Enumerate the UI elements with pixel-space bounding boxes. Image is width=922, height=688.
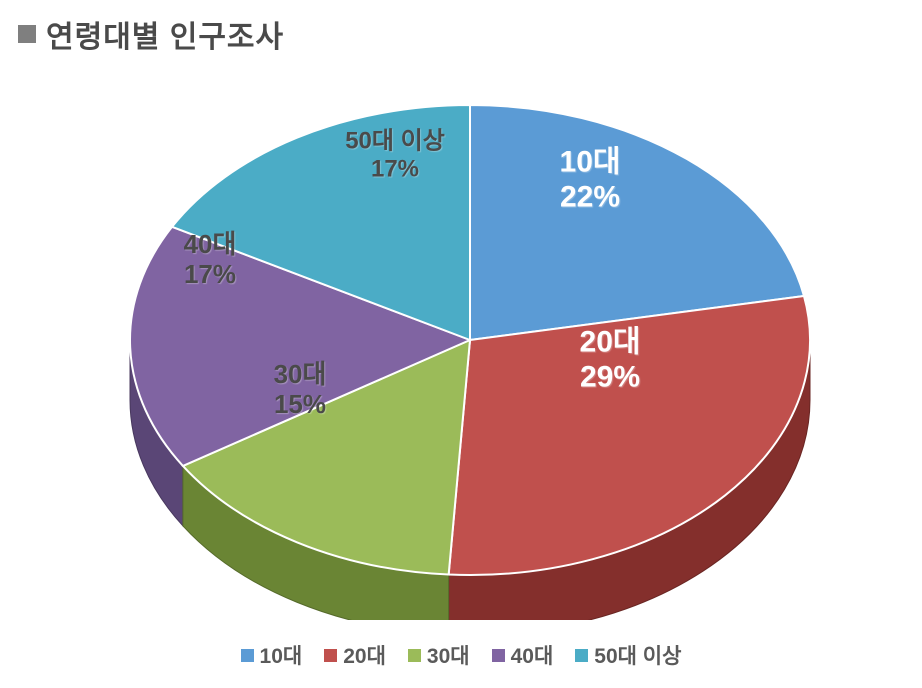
legend-swatch-icon [492, 649, 505, 662]
slice-name: 50대 이상 [345, 127, 445, 155]
slice-label: 40대17% [184, 230, 237, 290]
slice-label: 20대29% [580, 326, 641, 395]
slice-label: 30대15% [274, 360, 327, 420]
pie-chart: 10대22%20대29%30대15%40대17%50대 이상17% [0, 60, 922, 620]
pie-svg [0, 60, 922, 620]
chart-legend: 10대 20대 30대 40대 50대 이상 [0, 640, 922, 670]
legend-label: 50대 이상 [594, 640, 681, 670]
legend-label: 40대 [511, 640, 554, 670]
title-bullet-icon [18, 25, 36, 43]
chart-title: 연령대별 인구조사 [46, 12, 284, 56]
slice-name: 20대 [580, 326, 641, 361]
pie-top [130, 105, 810, 575]
legend-item: 20대 [324, 640, 386, 670]
legend-swatch-icon [241, 649, 254, 662]
legend-item: 30대 [408, 640, 470, 670]
slice-label: 10대22% [560, 146, 621, 215]
slice-percent: 17% [345, 155, 445, 183]
chart-title-row: 연령대별 인구조사 [18, 12, 284, 56]
slice-name: 40대 [184, 230, 237, 260]
slice-percent: 15% [274, 390, 327, 420]
legend-item: 10대 [241, 640, 303, 670]
legend-item: 50대 이상 [575, 640, 681, 670]
legend-swatch-icon [408, 649, 421, 662]
legend-label: 10대 [260, 640, 303, 670]
slice-label: 50대 이상17% [345, 127, 445, 182]
slice-percent: 17% [184, 260, 237, 290]
legend-label: 20대 [343, 640, 386, 670]
legend-swatch-icon [324, 649, 337, 662]
legend-item: 40대 [492, 640, 554, 670]
legend-label: 30대 [427, 640, 470, 670]
slice-name: 30대 [274, 360, 327, 390]
legend-swatch-icon [575, 649, 588, 662]
slice-percent: 29% [580, 360, 641, 395]
slice-percent: 22% [560, 180, 621, 215]
slice-name: 10대 [560, 146, 621, 181]
